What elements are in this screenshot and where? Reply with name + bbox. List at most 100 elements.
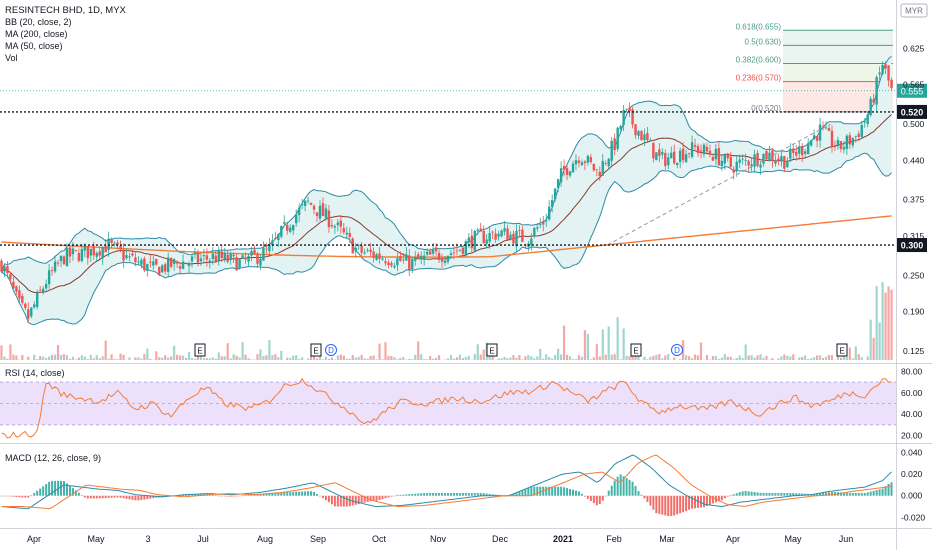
- candle-body: [324, 208, 328, 218]
- dividend-marker[interactable]: D: [671, 344, 683, 356]
- volume-bar: [807, 358, 810, 360]
- macd-histogram-bar: [86, 495, 89, 499]
- candle-body: [518, 230, 521, 231]
- macd-histogram-bar: [649, 495, 652, 506]
- dividend-marker[interactable]: D: [325, 344, 337, 356]
- macd-histogram-bar: [119, 495, 122, 498]
- macd-histogram-bar: [569, 488, 572, 496]
- volume-bar: [732, 359, 735, 360]
- volume-bar: [714, 356, 717, 360]
- macd-histogram-bar: [292, 491, 295, 496]
- price-tick-label: 0.565: [903, 80, 925, 90]
- macd-histogram-bar: [42, 486, 45, 496]
- volume-bar: [735, 358, 738, 360]
- volume-bar: [628, 356, 631, 360]
- earnings-marker[interactable]: E: [486, 343, 498, 357]
- price-tick-label: 0.125: [903, 346, 925, 356]
- macd-histogram-bar: [479, 493, 482, 496]
- indicator-vol[interactable]: Vol: [5, 53, 18, 63]
- ma200-line: [1, 215, 892, 258]
- candle-body: [830, 130, 834, 147]
- macd-pane[interactable]: MACD (12, 26, close, 9) 0.040 0.020 0.000 -0…: [0, 447, 925, 522]
- volume-bar: [178, 355, 182, 360]
- price-pane[interactable]: 0.618(0.655) 0.5(0.630) 0.382(0.600) 0.236(…: [0, 22, 927, 360]
- macd-histogram-bar: [554, 486, 557, 496]
- volume-bar: [857, 354, 860, 360]
- fib-label: 0(0.520): [751, 104, 781, 113]
- time-tick-label: Dec: [492, 534, 509, 544]
- volume-bar: [869, 319, 872, 360]
- macd-histogram-bar: [98, 495, 101, 499]
- macd-histogram-bar: [637, 491, 640, 496]
- macd-histogram-bar: [378, 495, 381, 500]
- macd-histogram-bar: [24, 495, 27, 498]
- macd-histogram-bar: [884, 486, 887, 496]
- candle-body: [812, 135, 816, 139]
- time-tick-label: Mar: [659, 534, 675, 544]
- earnings-marker[interactable]: E: [310, 343, 322, 357]
- volume-bar: [214, 358, 217, 360]
- price-tick-label: 0.625: [903, 43, 925, 53]
- macd-histogram-bar: [485, 493, 488, 496]
- macd-histogram-bar: [473, 493, 476, 496]
- volume-bar: [107, 358, 110, 360]
- macd-histogram-bar: [616, 476, 619, 496]
- volume-bar: [101, 356, 104, 360]
- indicator-bb[interactable]: BB (20, close, 2): [5, 17, 72, 27]
- candle-body: [396, 258, 399, 266]
- volume-bar: [56, 345, 60, 360]
- candle-body: [530, 238, 533, 246]
- volume-bar: [223, 356, 226, 360]
- earnings-box: [630, 343, 642, 357]
- volume-bar: [324, 356, 328, 360]
- volume-bar: [804, 355, 807, 360]
- volume-bar: [813, 357, 816, 360]
- rsi-pane[interactable]: RSI (14, close) 80.00 60.00 40.00 20.00: [0, 366, 923, 441]
- earnings-marker[interactable]: E: [630, 343, 642, 357]
- volume-bar: [312, 356, 316, 360]
- volume-bar: [610, 354, 613, 360]
- volume-bar: [801, 356, 804, 360]
- earnings-marker[interactable]: E: [836, 343, 848, 357]
- macd-histogram-bar: [15, 495, 18, 497]
- candle-body: [12, 281, 15, 289]
- candle-body: [833, 146, 837, 148]
- candle-body: [414, 257, 417, 261]
- volume-bar: [488, 356, 491, 360]
- macd-histogram-bar: [563, 487, 566, 496]
- volume-bar: [557, 348, 560, 360]
- rsi-line: [1, 377, 892, 439]
- volume-bar: [789, 356, 792, 360]
- candle-body: [798, 146, 801, 154]
- volume-bar: [780, 356, 783, 360]
- volume-bar: [229, 358, 232, 360]
- candle-body: [36, 292, 39, 307]
- time-axis[interactable]: Apr May 3 Jul Aug Sep Oct Nov Dec 2021 Feb Mar Apr Ma…: [27, 534, 853, 544]
- currency-badge[interactable]: MYR: [900, 3, 928, 18]
- candle-body: [604, 162, 607, 164]
- volume-bar: [348, 358, 351, 360]
- volume-bar: [747, 355, 750, 360]
- volume-bar: [860, 357, 863, 360]
- candle-body: [533, 228, 536, 237]
- macd-histogram-bar: [572, 489, 575, 496]
- macd-histogram-bar: [74, 490, 77, 496]
- macd-histogram-bar: [235, 495, 238, 497]
- macd-histogram-bar: [39, 488, 42, 496]
- indicator-ma50[interactable]: MA (50, close): [5, 41, 63, 51]
- macd-histogram-bar: [60, 480, 63, 496]
- time-tick-label: Oct: [372, 534, 387, 544]
- volume-bar: [98, 358, 101, 360]
- macd-histogram-bar: [869, 491, 872, 496]
- macd-histogram-bar: [208, 494, 211, 496]
- candle-body: [625, 108, 628, 110]
- earnings-marker[interactable]: E: [194, 343, 206, 357]
- macd-histogram-bar: [488, 493, 491, 496]
- indicator-ma200[interactable]: MA (200, close): [5, 29, 68, 39]
- candle-body: [860, 124, 863, 138]
- volume-bar: [756, 355, 759, 360]
- macd-histogram-bar: [387, 495, 390, 498]
- macd-histogram-bar: [333, 495, 336, 507]
- candle-body: [47, 270, 51, 285]
